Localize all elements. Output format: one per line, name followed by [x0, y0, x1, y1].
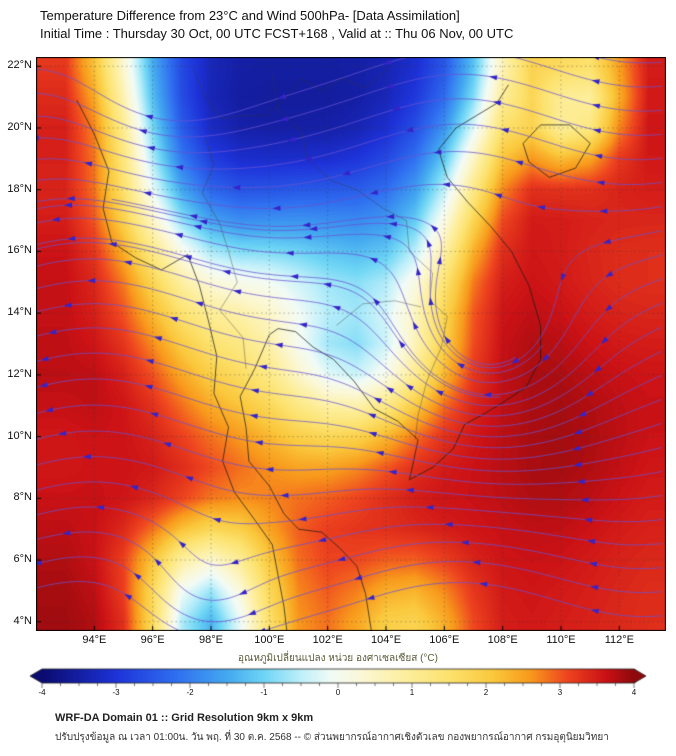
footer-update-info: ปรับปรุงข้อมูล ณ เวลา 01:00น. วัน พฤ. ที…: [55, 732, 609, 743]
colorbar-tick-label: -4: [38, 688, 46, 697]
colorbar-tick-label: -3: [112, 688, 120, 697]
temperature-wind-map-canvas: [36, 57, 666, 631]
y-tick-label: 8°N: [13, 491, 32, 504]
page-title: Temperature Difference from 23°C and Win…: [40, 8, 460, 23]
x-tick-label: 106°E: [429, 634, 460, 646]
y-tick-label: 4°N: [13, 614, 32, 627]
y-tick-label: 18°N: [7, 182, 32, 195]
colorbar-tick-label: 0: [335, 688, 341, 697]
x-tick-label: 98°E: [199, 634, 223, 646]
footer-domain-info: WRF-DA Domain 01 :: Grid Resolution 9km …: [55, 712, 314, 724]
y-tick-label: 20°N: [7, 120, 32, 133]
y-tick-label: 6°N: [13, 553, 32, 566]
y-tick-label: 14°N: [7, 306, 32, 319]
y-tick-label: 22°N: [7, 59, 32, 72]
x-tick-label: 94°E: [82, 634, 107, 646]
colorbar-tick-label: 4: [631, 688, 637, 697]
y-axis-tick-labels: 22°N 20°N 18°N 16°N 14°N 12°N 10°N 8°N 6°N 4°N: [0, 57, 34, 631]
y-tick-label: 10°N: [7, 429, 32, 442]
colorbar-tick-label: -1: [260, 688, 268, 697]
colorbar-canvas: [28, 665, 648, 691]
x-tick-label: 110°E: [546, 634, 576, 646]
colorbar: -4 -3 -2 -1 0 1 2 3 4: [28, 665, 648, 705]
x-tick-label: 108°E: [487, 634, 518, 646]
y-tick-label: 12°N: [7, 367, 32, 380]
colorbar-tick-label: 1: [409, 688, 415, 697]
x-tick-label: 96°E: [140, 634, 165, 646]
x-tick-label: 104°E: [370, 634, 402, 646]
x-axis-tick-labels: 94°E 96°E 98°E 100°E 102°E 104°E 106°E 108°E 110…: [36, 634, 666, 650]
colorbar-tick-label: 3: [557, 688, 563, 697]
colorbar-tick-label: 2: [483, 688, 489, 697]
map-plot-area: [36, 57, 666, 631]
page-subtitle: Initial Time : Thursday 30 Oct, 00 UTC F…: [40, 26, 514, 41]
x-tick-label: 112°E: [604, 634, 634, 646]
y-tick-label: 16°N: [7, 244, 32, 257]
x-tick-label: 100°E: [254, 634, 285, 646]
x-tick-label: 102°E: [312, 634, 343, 646]
colorbar-label: อุณหภูมิเปลี่ยนแปลง หน่วย องศาเซลเซียส (…: [238, 653, 438, 664]
colorbar-tick-label: -2: [186, 688, 194, 697]
